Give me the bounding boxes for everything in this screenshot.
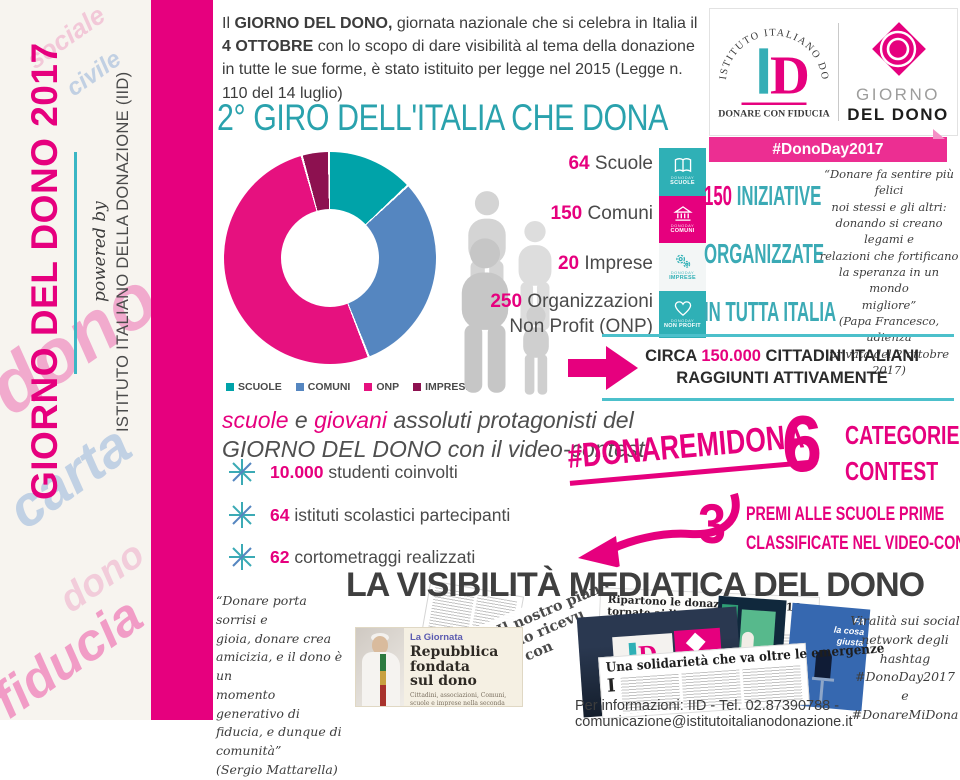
bullet-text: 10.000 studenti coinvolti xyxy=(270,461,458,482)
donoday-badge-strip: DONODAY SCUOLE DONODAY COMUNI DONODAY IM… xyxy=(659,148,706,338)
logo-divider xyxy=(838,23,839,121)
curved-arrow-icon xyxy=(578,492,740,568)
iid-letter-d: D xyxy=(770,45,810,106)
pope-photo xyxy=(356,628,404,706)
giornata-body-text: Cittadini, associazioni, Comuni, scuole … xyxy=(410,692,507,706)
stat-comuni: 150 Comuni xyxy=(550,203,653,224)
organization-name-vertical: ISTITUTO ITALIANO DELLA DONAZIONE (IID) xyxy=(114,71,132,432)
legend-swatch xyxy=(226,383,234,391)
protagonists-heading: scuole e giovani assoluti protagonisti d… xyxy=(222,407,645,462)
premi-label1: PREMI ALLE SCUOLE PRIME xyxy=(746,504,945,525)
child-silhouette xyxy=(523,305,549,395)
intro-paragraph: Il GIORNO DEL DONO, giornata nazionale c… xyxy=(222,15,698,102)
news-clipping-la-giornata: La Giornata Repubblica fondata sul dono … xyxy=(355,627,523,707)
bullet-cortometraggi: 62 cortometraggi realizzati xyxy=(228,543,475,571)
asterisk-icon xyxy=(229,459,255,485)
legend-label: SCUOLE xyxy=(238,381,282,393)
section-title-giro: 2° GIRO DELL'ITALIA CHE DONA xyxy=(217,97,668,138)
bullet-text: 62 cortometraggi realizzati xyxy=(270,546,476,567)
teal-rule-top xyxy=(602,334,954,337)
diamond-logo-icon xyxy=(872,22,926,76)
legend-item: COMUNI xyxy=(295,381,351,393)
legend-label: COMUNI xyxy=(307,381,351,393)
stat-imprese: 20 Imprese xyxy=(557,253,653,274)
badge-scuole: DONODAY SCUOLE xyxy=(659,148,706,196)
left-sidebar: sociale civile dono carta dono fiducia GIORNO… xyxy=(0,0,151,720)
contest-number: 6 xyxy=(782,399,823,488)
giornata-headline: Repubblica fondata sul dono xyxy=(410,644,499,690)
iid-underline xyxy=(741,102,807,105)
contest-label2: CONTEST xyxy=(845,456,939,486)
magenta-accent-bar xyxy=(151,0,213,720)
asterisk-icon xyxy=(229,544,255,570)
giornata-kicker: La Giornata xyxy=(410,632,463,643)
gdd-logo-line2: DEL DONO xyxy=(847,105,949,124)
sidebar-divider-line xyxy=(74,152,77,374)
iid-tagline: DONARE CON FIDUCIA xyxy=(718,108,830,119)
giornata-article: La Giornata Repubblica fondata sul dono … xyxy=(404,628,522,706)
family-silhouettes xyxy=(448,148,570,422)
iniziative-line3: IN TUTTA ITALIA xyxy=(704,296,837,327)
teal-rule-bottom xyxy=(602,398,954,401)
person-silhouette xyxy=(461,238,509,393)
badge-imprese: DONODAY IMPRESE xyxy=(659,243,706,291)
powered-by-label: powered by xyxy=(90,201,110,302)
giorno-del-dono-logo: GIORNO DEL DONO xyxy=(839,9,957,135)
premi-number: 3 xyxy=(698,492,727,555)
asterisk-icon xyxy=(229,502,255,528)
iid-letter-i xyxy=(759,48,769,94)
heart-icon xyxy=(674,300,691,316)
iniziative-line1: 150 INIZIATIVE xyxy=(704,180,822,211)
donoday-hashtag-ribbon: #DonoDay2017 xyxy=(709,129,947,162)
papa-francesco-quote: “Donare fa sentire più felici noi stessi… xyxy=(819,167,959,377)
legend-swatch xyxy=(295,383,304,391)
reach-statement: CIRCA 150.000 CITTADINI ITALIANI RAGGIUNT… xyxy=(645,347,919,388)
chart-legend: SCUOLE COMUNI ONP IMPRESE xyxy=(226,381,472,393)
stat-onp: 250 Organizzazioni Non Profit (ONP) xyxy=(490,291,653,337)
footer-contact-info: Per informazioni: IID - Tel. 02.87390788… xyxy=(575,698,853,730)
badge-name-label: SCUOLE xyxy=(670,180,695,187)
bullet-text: 64 istituti scolastici partecipanti xyxy=(270,504,511,525)
bullet-studenti: 10.000 studenti coinvolti xyxy=(228,458,458,486)
badge-non-profit: DONODAY NON PROFIT xyxy=(659,290,706,338)
badge-name-label: COMUNI xyxy=(670,227,695,234)
legend-label: ONP xyxy=(376,381,400,393)
legend-item: SCUOLE xyxy=(226,381,282,393)
iid-logo: ISTITUTO ITALIANO DONAZIONE D DONARE CON… xyxy=(706,5,838,135)
legend-swatch xyxy=(413,383,422,391)
badge-name-label: IMPRESE xyxy=(669,275,696,282)
legend-item: ONP xyxy=(364,381,399,393)
badge-caption: DONODAY xyxy=(670,270,695,276)
legend-item: IMPRESE xyxy=(413,381,472,393)
legend-label: IMPRESE xyxy=(425,381,473,393)
badge-caption: DONODAY xyxy=(670,175,695,181)
mattarella-quote: “Donare porta sorrisi e gioia, donare cr… xyxy=(216,593,343,777)
premi-label2: CLASSIFICATE NEL VIDEO-CONTEST xyxy=(746,533,960,554)
badge-name-label: NON PROFIT xyxy=(664,322,701,329)
donut-chart xyxy=(224,152,436,364)
contest-label1: CATEGORIE xyxy=(845,420,960,450)
event-title-vertical: GIORNO DEL DONO 2017 xyxy=(24,42,65,500)
legend-swatch xyxy=(364,383,373,391)
iniziative-line2: ORGANIZZATE xyxy=(704,238,825,269)
logo-box: ISTITUTO ITALIANO DONAZIONE D DONARE CON… xyxy=(706,5,958,136)
visibility-title: LA VISIBILITÀ MEDIATICA DEL DONO xyxy=(346,566,925,604)
bank-icon xyxy=(672,205,693,221)
badge-caption: DONODAY xyxy=(670,222,695,228)
badge-caption: DONODAY xyxy=(670,317,695,323)
gears-icon xyxy=(675,254,690,268)
stat-scuole: 64 Scuole xyxy=(568,153,653,174)
badge-comuni: DONODAY COMUNI xyxy=(659,195,706,243)
book-icon xyxy=(674,158,691,173)
gdd-logo-line1: GIORNO xyxy=(856,85,940,104)
arrow-right-icon xyxy=(568,346,638,390)
bullet-istituti: 64 istituti scolastici partecipanti xyxy=(228,501,510,529)
viral-note: Viralità sui social network degli hashta… xyxy=(850,613,960,722)
